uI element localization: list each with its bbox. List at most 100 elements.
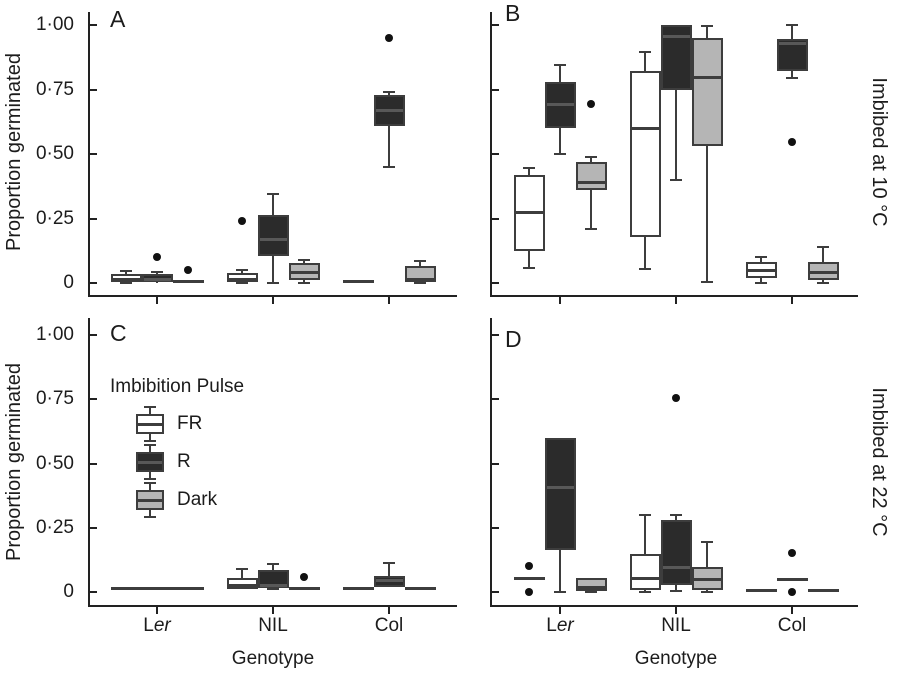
boxplot-whisker-cap (670, 589, 682, 592)
boxplot-median (693, 578, 721, 582)
y-tick-label: 0 (63, 272, 74, 293)
boxplot-whisker-cap (236, 282, 248, 284)
boxplot-whisker-cap (298, 282, 310, 284)
boxplot-box-dark (691, 37, 723, 147)
boxplot-median (778, 41, 806, 45)
x-tick (675, 607, 677, 614)
panel-letter-c: C (110, 320, 127, 346)
y-tick (90, 217, 97, 220)
legend-label-dark: Dark (177, 489, 218, 510)
boxplot-whisker (706, 26, 708, 282)
boxplot-median (259, 584, 287, 588)
y-tick (90, 462, 97, 465)
y-tick-label: 1·00 (35, 324, 74, 345)
y-axis-line-A (88, 12, 90, 297)
boxplot-flat-r (776, 577, 808, 581)
boxplot-flat-fr (342, 280, 374, 284)
y-tick (90, 24, 97, 26)
boxplot-whisker-cap (383, 561, 395, 564)
boxplot-whisker-cap (639, 267, 651, 270)
boxplot-whisker-cap (755, 256, 767, 259)
boxplot-box-r (660, 520, 692, 586)
boxplot-glyph-icon (136, 444, 164, 480)
glyph-median (138, 461, 162, 464)
x-tick (272, 297, 274, 304)
outlier-point (672, 393, 680, 402)
boxplot-glyph-icon (136, 482, 164, 518)
y-tick (90, 282, 97, 284)
boxplot-whisker-cap (298, 258, 310, 261)
boxplot-whisker (706, 541, 708, 592)
glyph-box (136, 452, 164, 472)
boxplot-box-fr (226, 272, 258, 282)
y-tick (492, 591, 499, 593)
boxplot-whisker-cap (639, 51, 651, 54)
boxplot-box-dark (575, 161, 607, 191)
boxplot-whisker-cap (267, 562, 279, 565)
boxplot-whisker-cap (554, 63, 566, 66)
boxplot-whisker-cap (817, 245, 829, 248)
outlier-point (587, 99, 595, 108)
boxplot-whisker-cap (817, 282, 829, 284)
boxplot-flat-r (141, 587, 173, 591)
y-tick-label: 0·75 (35, 78, 74, 100)
legend-title: Imbibition Pulse (110, 376, 245, 397)
boxplot-flat-fr (342, 587, 374, 591)
legend: Imbibition Pulse FR R (110, 376, 244, 520)
boxplot-whisker-cap (554, 591, 566, 593)
boxplot-median (662, 565, 690, 569)
boxplot-median (406, 278, 434, 282)
boxplot-whisker-cap (267, 282, 279, 284)
boxplot-whisker-cap (670, 513, 682, 516)
boxplot-median (515, 210, 543, 214)
y-tick-label: 0·25 (35, 207, 74, 229)
boxplot-flat-fr (110, 587, 142, 591)
boxplot-whisker-cap (383, 91, 395, 94)
x-axis-line-D (490, 605, 858, 607)
boxplot-box-dark (575, 578, 607, 591)
legend-item-r: R (136, 444, 244, 480)
x-tick (559, 297, 561, 304)
x-axis-title-right: Genotype (634, 648, 718, 669)
boxplot-median (375, 579, 403, 583)
boxplot-median (228, 584, 256, 588)
legend-item-dark: Dark (136, 482, 244, 518)
y-tick (492, 334, 499, 336)
x-category-label: Col (344, 615, 434, 637)
outlier-point (385, 33, 393, 42)
boxplot-median (259, 238, 287, 242)
boxplot-whisker-cap (701, 280, 713, 283)
boxplot-flat-fr (745, 589, 777, 593)
x-axis-line-B (490, 295, 858, 297)
x-tick (791, 297, 793, 304)
boxplot-whisker-cap (151, 270, 163, 273)
boxplot-median (143, 278, 171, 282)
boxplot-median (546, 486, 574, 490)
boxplot-flat-dark (807, 589, 839, 593)
boxplot-glyph-icon (136, 406, 164, 442)
x-tick (675, 297, 677, 304)
boxplot-whisker-cap (585, 155, 597, 158)
boxplot-whisker (675, 25, 677, 180)
boxplot-median (546, 103, 574, 107)
legend-label-r: R (177, 451, 191, 472)
boxplot-box-r (776, 39, 808, 72)
boxplot-median (809, 270, 837, 274)
boxplot-whisker-cap (701, 25, 713, 28)
y-tick-label: 0 (63, 581, 74, 602)
boxplot-whisker (388, 92, 390, 167)
boxplot-median (577, 585, 605, 589)
x-category-label: Ler (112, 615, 202, 637)
y-tick (492, 153, 499, 155)
y-tick (492, 462, 499, 465)
x-category-text: Col (777, 615, 807, 636)
y-axis-line-C (88, 318, 90, 607)
outlier-point (525, 588, 533, 596)
glyph-box (136, 414, 164, 434)
boxplot-median (577, 180, 605, 184)
outlier-point (788, 588, 796, 596)
boxplot-whisker-cap (267, 192, 279, 195)
boxplot-whisker-cap (383, 165, 395, 168)
outlier-point (788, 549, 796, 558)
